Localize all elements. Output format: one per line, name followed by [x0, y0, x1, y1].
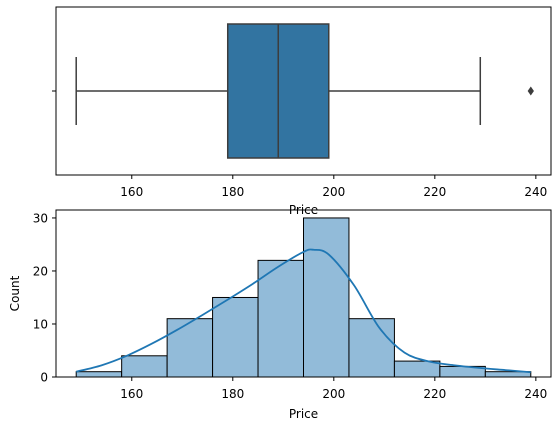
histogram-axes-frame: [55, 209, 552, 378]
boxplot-panel: 160 180 200 220 240 Price: [52, 6, 552, 217]
y-tick-label: 20: [33, 264, 48, 278]
x-tick-label: 160: [120, 185, 143, 199]
histogram-bar: [121, 355, 168, 378]
histogram-y-ticks: 0 10 20 30: [33, 211, 56, 385]
histogram-x-ticks: 160 180 200 220 240: [120, 377, 547, 401]
x-tick-label: 220: [423, 387, 446, 401]
histogram-panel: 160 180 200 220 240 0 10 20 30 Price Count: [8, 209, 552, 421]
x-tick-label: 240: [524, 185, 547, 199]
histogram-bar: [212, 296, 259, 378]
x-tick-label: 240: [524, 387, 547, 401]
histogram-bar: [257, 259, 304, 378]
outlier-point: [527, 86, 534, 96]
histogram-bar: [75, 371, 123, 378]
histogram-bars: [75, 217, 532, 378]
y-tick-label: 0: [40, 371, 48, 385]
x-tick-label: 220: [423, 185, 446, 199]
histogram-x-axis-label: Price: [289, 407, 318, 421]
histogram-bar: [393, 360, 441, 378]
histogram-y-axis-label: Count: [8, 275, 22, 311]
y-tick-label: 10: [33, 317, 48, 331]
y-tick-label: 30: [33, 211, 48, 225]
histogram-bar: [303, 217, 350, 378]
x-tick-label: 160: [120, 387, 143, 401]
x-tick-label: 200: [322, 387, 345, 401]
histogram-kde-line: [75, 248, 531, 374]
boxplot-x-ticks: 160 180 200 220 240: [120, 175, 547, 199]
x-tick-label: 180: [221, 387, 244, 401]
histogram-bar: [348, 318, 395, 378]
histogram-bar: [166, 318, 214, 378]
x-tick-label: 200: [322, 185, 345, 199]
x-tick-label: 180: [221, 185, 244, 199]
boxplot-marks: [75, 23, 534, 159]
